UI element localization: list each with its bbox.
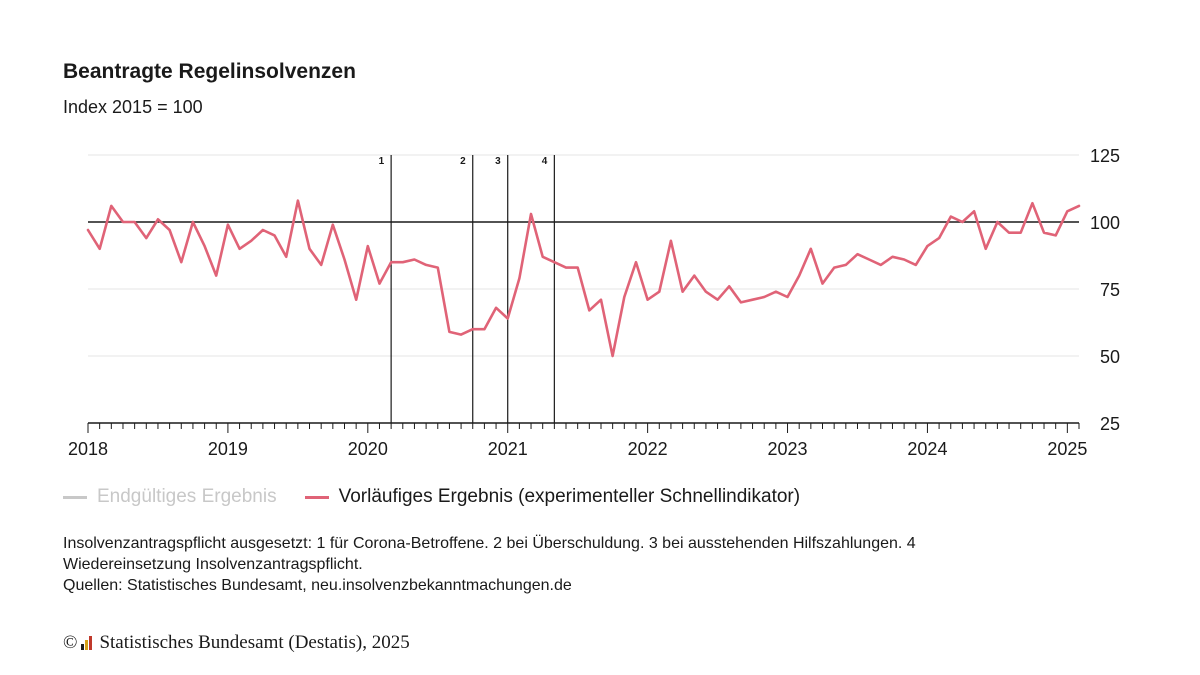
y-tick-label: 100 bbox=[1090, 213, 1120, 233]
x-tick-label: 2024 bbox=[907, 439, 947, 459]
marker-label-2: 2 bbox=[460, 156, 466, 167]
copyright-symbol: © bbox=[63, 632, 78, 653]
x-tick-label: 2019 bbox=[208, 439, 248, 459]
chart-legend: Endgültiges Ergebnis Vorläufiges Ergebni… bbox=[63, 486, 828, 508]
note-line-1: Insolvenzantragspflicht ausgesetzt: 1 fü… bbox=[63, 535, 916, 552]
note-line-2: Wiedereinsetzung Insolvenzantragspflicht… bbox=[63, 556, 363, 573]
x-tick-label: 2022 bbox=[628, 439, 668, 459]
legend-item-preliminary[interactable]: Vorläufiges Ergebnis (experimenteller Sc… bbox=[304, 486, 801, 508]
x-tick-label: 2023 bbox=[768, 439, 808, 459]
note-source: Quellen: Statistisches Bundesamt, neu.in… bbox=[63, 577, 572, 594]
y-tick-label: 50 bbox=[1100, 347, 1120, 367]
marker-label-4: 4 bbox=[542, 156, 548, 167]
line-chart: 25 50 75 100 125 1 2 3 4 2018 2019 2020 2021 2022 2023… bbox=[68, 146, 1120, 459]
legend-label-preliminary: Vorläufiges Ergebnis (experimenteller Sc… bbox=[338, 486, 801, 507]
legend-swatch-final bbox=[63, 495, 87, 499]
x-tick-label: 2025 bbox=[1047, 439, 1087, 459]
copyright-footer: © Statistisches Bundesamt (Destatis), 20… bbox=[63, 632, 410, 654]
copyright-text: Statistisches Bundesamt (Destatis), 2025 bbox=[99, 632, 410, 653]
destatis-logo-icon bbox=[81, 636, 93, 650]
marker-label-1: 1 bbox=[379, 156, 385, 167]
legend-swatch-preliminary bbox=[304, 495, 329, 499]
x-tick-label: 2020 bbox=[348, 439, 388, 459]
chart-subtitle: Index 2015 = 100 bbox=[63, 97, 203, 117]
y-tick-label: 25 bbox=[1100, 414, 1120, 434]
series-line-0 bbox=[86, 199, 1081, 358]
chart-notes: Insolvenzantragspflicht ausgesetzt: 1 fü… bbox=[63, 533, 1063, 596]
y-tick-label: 125 bbox=[1090, 146, 1120, 166]
x-tick-label: 2021 bbox=[488, 439, 528, 459]
legend-item-final[interactable]: Endgültiges Ergebnis bbox=[63, 486, 277, 508]
marker-label-3: 3 bbox=[495, 156, 501, 167]
y-tick-label: 75 bbox=[1100, 280, 1120, 300]
legend-label-final: Endgültiges Ergebnis bbox=[97, 486, 277, 507]
x-tick-label: 2018 bbox=[68, 439, 108, 459]
chart-title: Beantragte Regelinsolvenzen bbox=[63, 60, 356, 83]
